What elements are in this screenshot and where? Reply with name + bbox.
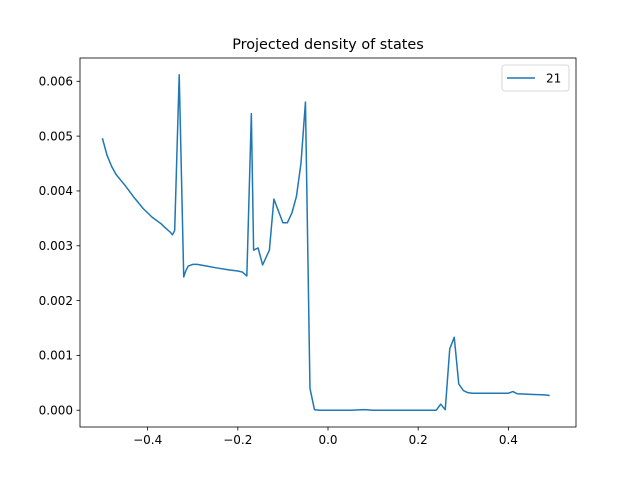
y-tick-label: 0.002: [39, 294, 73, 308]
x-tick-label: −0.2: [223, 433, 252, 447]
legend-label: 21: [546, 72, 561, 86]
y-tick-label: 0.001: [39, 349, 73, 363]
x-tick-label: 0.2: [409, 433, 428, 447]
x-tick-label: −0.4: [133, 433, 162, 447]
x-tick-label: 0.0: [318, 433, 337, 447]
legend-box: [501, 64, 570, 92]
chart-title: Projected density of states: [232, 37, 424, 53]
y-tick-label: 0.006: [39, 74, 73, 88]
x-axis: −0.4 −0.2 0.0 0.2 0.4: [133, 427, 518, 447]
plot-area: [79, 57, 577, 428]
series-layer: [101, 73, 550, 411]
axes-background: [80, 58, 576, 427]
x-tick-label: 0.4: [499, 433, 518, 447]
legend: 21: [501, 64, 570, 92]
y-tick-label: 0.000: [39, 403, 73, 417]
y-tick-label: 0.003: [39, 239, 73, 253]
y-tick-label: 0.005: [39, 129, 73, 143]
y-tick-label: 0.004: [39, 184, 73, 198]
series-line-21: [101, 73, 550, 411]
y-axis: 0.000 0.001 0.002 0.003 0.004 0.005 0.006: [39, 74, 80, 417]
